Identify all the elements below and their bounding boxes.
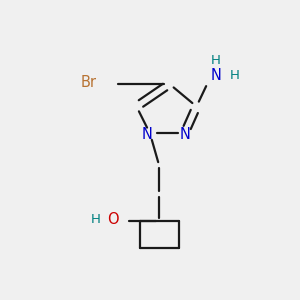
- Text: N: N: [180, 127, 191, 142]
- Text: O: O: [108, 212, 119, 227]
- Text: H: H: [91, 213, 100, 226]
- Text: N: N: [142, 127, 152, 142]
- Text: H: H: [230, 69, 239, 82]
- Text: Br: Br: [80, 75, 97, 90]
- Text: N: N: [211, 68, 222, 83]
- Text: H: H: [211, 53, 221, 67]
